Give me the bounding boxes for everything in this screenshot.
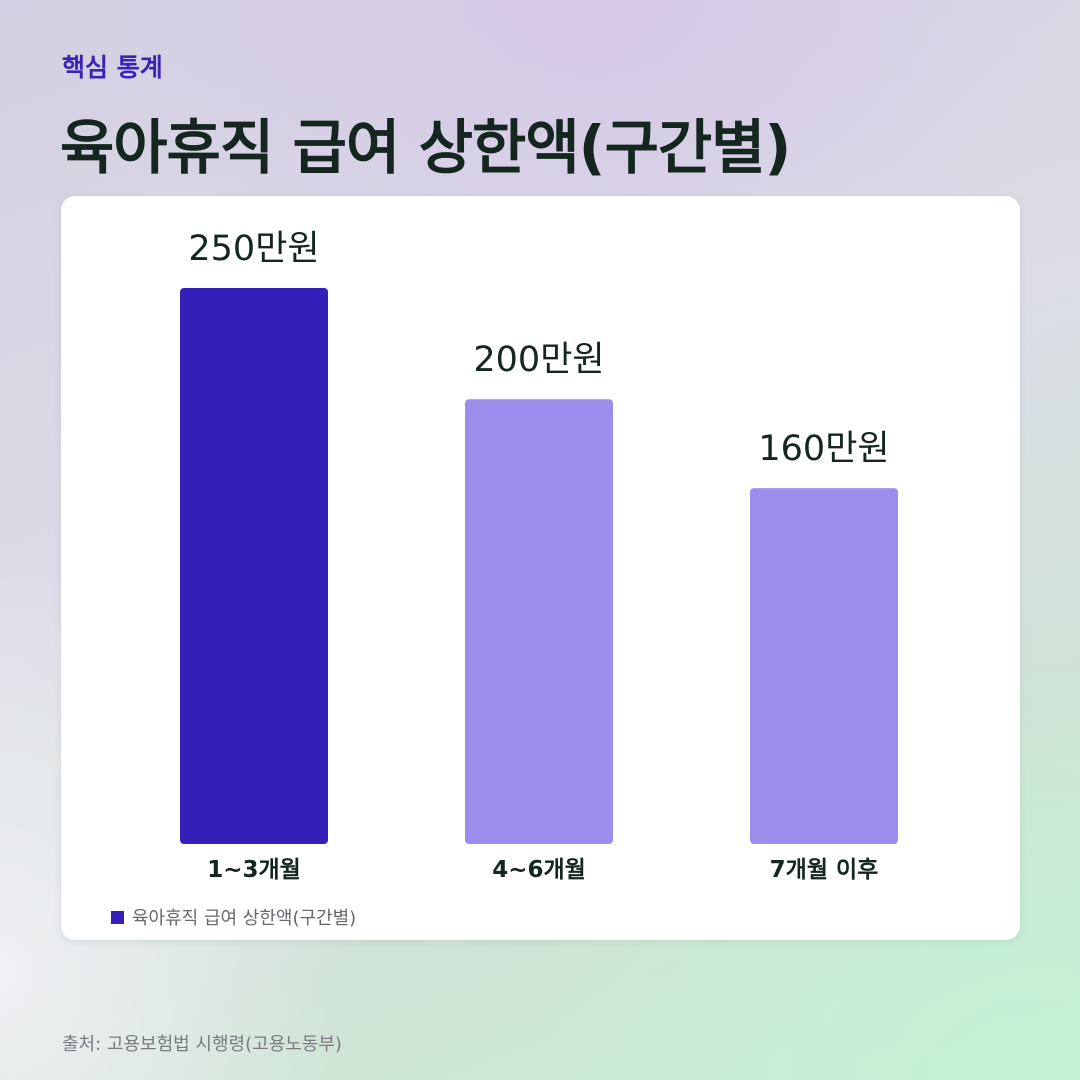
- category-label: 4~6개월: [492, 857, 586, 883]
- bar-2: [465, 399, 613, 844]
- eyebrow-label: 핵심 통계: [62, 53, 163, 82]
- legend-swatch: [111, 910, 124, 924]
- bar-3: [750, 488, 898, 844]
- chart-card: 250만원 1~3개월 200만원 4~6개월 160만원 7개월 이후 육아휴직 급여 …: [61, 196, 1020, 940]
- legend-label: 육아휴직 급여 상한액(구간별): [132, 908, 357, 929]
- category-label: 7개월 이후: [770, 857, 879, 883]
- bar-1: [180, 288, 328, 844]
- page-title: 육아휴직 급여 상한액(구간별): [60, 113, 791, 182]
- bar-value-label: 160만원: [758, 429, 889, 469]
- bar-chart: 250만원 1~3개월 200만원 4~6개월 160만원 7개월 이후: [180, 229, 898, 883]
- bar-value-label: 250만원: [188, 229, 319, 269]
- category-label: 1~3개월: [207, 857, 301, 883]
- bar-value-label: 200만원: [473, 340, 604, 380]
- chart-legend: 육아휴직 급여 상한액(구간별): [111, 904, 356, 930]
- source-note: 출처: 고용보험법 시행령(고용노동부): [62, 1034, 342, 1055]
